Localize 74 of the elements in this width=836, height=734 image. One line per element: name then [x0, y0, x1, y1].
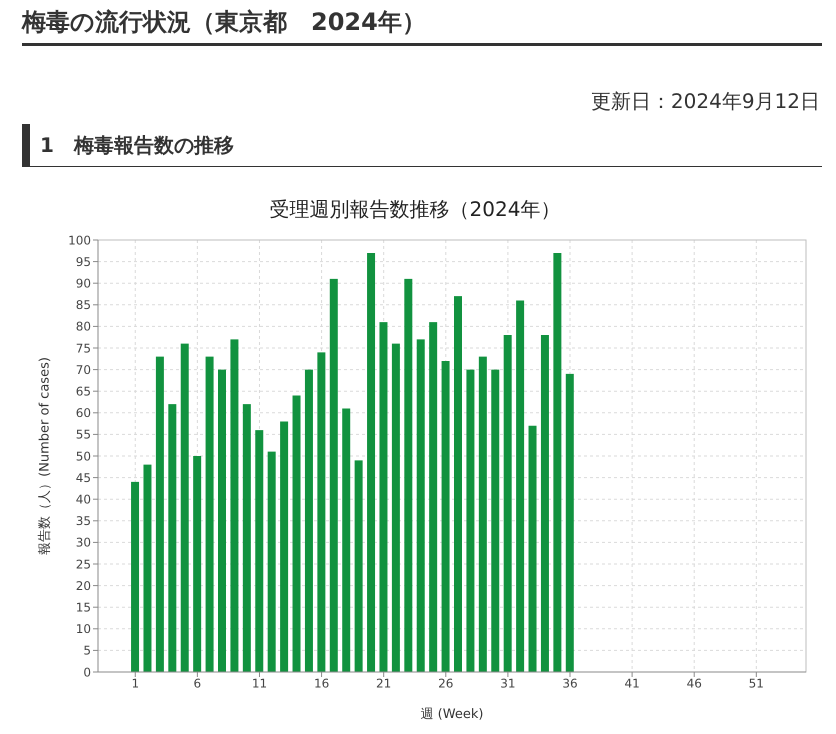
bar: [193, 456, 202, 672]
bar: [540, 335, 549, 672]
x-tick-label: 36: [562, 676, 578, 691]
x-tick-label: 41: [624, 676, 640, 691]
y-tick-label: 10: [76, 622, 91, 636]
bar: [156, 356, 164, 672]
bar: [504, 335, 512, 672]
y-tick-label: 90: [76, 276, 91, 290]
x-tick-label: 26: [438, 676, 454, 691]
bar: [442, 360, 450, 672]
bar: [317, 352, 326, 672]
y-tick-label: 0: [83, 665, 91, 680]
x-tick-label: 31: [500, 676, 516, 691]
bar: [292, 396, 301, 672]
bar: [528, 426, 537, 672]
y-tick-label: 65: [76, 384, 91, 398]
text: 梅毒の流行状況（東京都 2024年）: [22, 7, 426, 38]
y-axis-title: 報告数（人）(Number of cases): [38, 357, 53, 555]
bar: [354, 460, 363, 672]
y-tick-label: 95: [76, 254, 91, 269]
chart-title: 受理週別報告数推移（2024年）: [268, 196, 562, 223]
y-tick-label: 25: [76, 557, 91, 572]
bar: [553, 252, 562, 672]
bar: [143, 464, 152, 672]
y-tick-label: 45: [76, 470, 91, 485]
x-tick-label: 21: [376, 676, 392, 691]
x-tick-label: 16: [314, 676, 330, 691]
y-tick-label: 15: [76, 600, 91, 614]
y-tick-label: 20: [76, 578, 91, 593]
bar: [429, 322, 438, 672]
y-tick-label: 60: [76, 406, 91, 420]
text: 1 梅毒報告数の推移: [40, 132, 234, 159]
x-tick-label: 6: [194, 676, 202, 691]
bar: [491, 370, 500, 672]
bar: [280, 421, 288, 672]
x-axis-title: 週 (Week): [420, 707, 484, 722]
bar: [516, 300, 524, 672]
bar: [168, 404, 176, 672]
bar: [566, 374, 574, 672]
y-tick-label: 40: [76, 492, 91, 506]
x-tick-label: 11: [252, 676, 268, 691]
x-tick-label: 46: [686, 676, 702, 691]
y-tick-label: 55: [76, 428, 91, 442]
bar: [304, 370, 313, 672]
y-tick-label: 100: [68, 233, 91, 248]
y-tick-label: 80: [76, 320, 91, 334]
y-tick-label: 70: [76, 362, 91, 377]
y-tick-label: 30: [76, 536, 91, 550]
bar: [404, 278, 412, 672]
x-tick-label: 51: [748, 676, 764, 691]
bar: [206, 356, 214, 672]
bar: [268, 452, 276, 672]
bar: [466, 370, 474, 672]
bar: [342, 408, 350, 672]
bar: [416, 339, 425, 672]
bar: [330, 278, 338, 672]
x-tick-label: 1: [131, 676, 140, 691]
bar: [392, 344, 400, 672]
bar: [180, 344, 189, 672]
bar: [454, 296, 462, 672]
bar: [131, 482, 140, 672]
text: 更新日：2024年9月12日: [590, 88, 820, 115]
y-tick-label: 85: [76, 298, 91, 312]
bar: [255, 430, 264, 672]
y-tick-label: 35: [76, 514, 91, 528]
y-tick-label: 5: [83, 644, 91, 658]
bar: [379, 322, 388, 672]
bar: [478, 356, 487, 672]
bar: [230, 339, 238, 672]
bar: [218, 370, 226, 672]
bar: [242, 404, 251, 672]
bar: [367, 252, 376, 672]
y-tick-label: 50: [76, 449, 91, 464]
y-tick-label: 75: [76, 341, 91, 356]
